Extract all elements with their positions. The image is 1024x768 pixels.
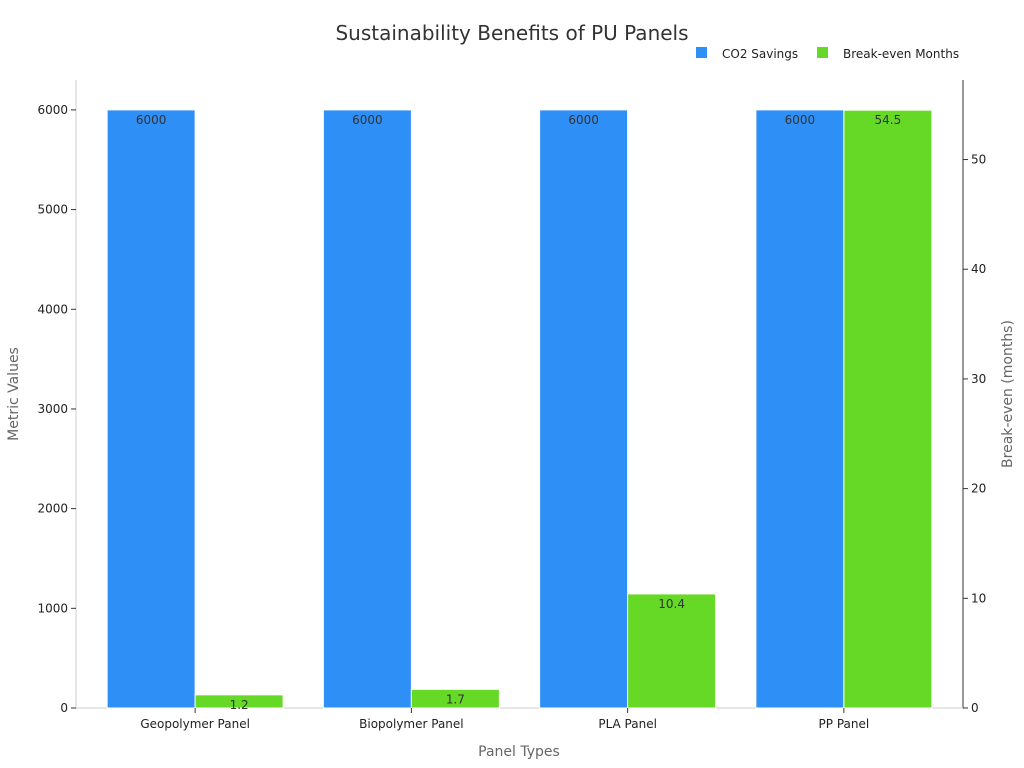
category-tick-label-pp-panel: PP Panel <box>819 717 870 731</box>
bar-break-even-months-biopolymer-panel <box>410 688 500 709</box>
plot-area: 0 1000 2000 3000 4000 5000 6000 0 10 20 30 40 50 60… <box>37 80 986 731</box>
bar-break-even-months-pp-panel <box>843 109 933 709</box>
right-tick-label-50: 50 <box>971 153 986 167</box>
legend-swatch-break-even-months <box>817 47 828 58</box>
bar-co2-savings-biopolymer-panel <box>322 109 412 709</box>
x-axis-label: Panel Types <box>478 744 560 760</box>
bar-co2-savings-geopolymer-panel <box>106 109 196 709</box>
right-tick-label-30: 30 <box>971 372 986 386</box>
bar-data-labels: 6000 1.2 6000 1.7 6000 10.4 6000 54.5 <box>136 113 901 712</box>
left-tick-label-3000: 3000 <box>37 402 68 416</box>
right-tick-label-0: 0 <box>971 701 979 715</box>
left-tick-label-5000: 5000 <box>37 203 68 217</box>
left-tick-label-0: 0 <box>60 701 68 715</box>
bar-break-even-months-pla-panel <box>627 593 717 709</box>
data-label-co2-savings-pp-panel: 6000 <box>785 113 816 127</box>
y-axis-label-right: Break-even (months) <box>1000 320 1016 468</box>
left-axis-ticks: 0 1000 2000 3000 4000 5000 6000 <box>37 103 76 715</box>
data-label-break-even-months-pla-panel: 10.4 <box>658 597 685 611</box>
data-label-break-even-months-geopolymer-panel: 1.2 <box>230 698 249 712</box>
y-axis-label-left: Metric Values <box>6 347 22 441</box>
left-tick-label-2000: 2000 <box>37 502 68 516</box>
right-tick-label-20: 20 <box>971 482 986 496</box>
legend-swatch-co2-savings <box>696 47 707 58</box>
left-tick-label-6000: 6000 <box>37 103 68 117</box>
data-label-co2-savings-biopolymer-panel: 6000 <box>352 113 383 127</box>
legend: CO2 Savings Break-even Months <box>696 47 959 61</box>
legend-label-break-even-months: Break-even Months <box>843 47 959 61</box>
left-tick-label-4000: 4000 <box>37 302 68 316</box>
chart-title: Sustainability Benefits of PU Panels <box>335 21 688 45</box>
bar-co2-savings-pla-panel <box>539 109 629 709</box>
bars <box>106 109 933 709</box>
right-tick-label-10: 10 <box>971 591 986 605</box>
category-tick-label-geopolymer-panel: Geopolymer Panel <box>140 717 250 731</box>
right-tick-label-40: 40 <box>971 262 986 276</box>
category-tick-label-biopolymer-panel: Biopolymer Panel <box>359 717 464 731</box>
data-label-break-even-months-pp-panel: 54.5 <box>875 113 902 127</box>
category-tick-labels: Geopolymer Panel Biopolymer Panel PLA Pane… <box>140 708 869 731</box>
right-axis-ticks: 0 10 20 30 40 50 <box>963 153 986 715</box>
bar-break-even-months-geopolymer-panel <box>194 694 284 709</box>
category-tick-label-pla-panel: PLA Panel <box>598 717 657 731</box>
data-label-co2-savings-pla-panel: 6000 <box>568 113 599 127</box>
left-tick-label-1000: 1000 <box>37 601 68 615</box>
data-label-break-even-months-biopolymer-panel: 1.7 <box>446 692 465 706</box>
bar-co2-savings-pp-panel <box>755 109 845 709</box>
legend-label-co2-savings: CO2 Savings <box>722 47 798 61</box>
data-label-co2-savings-geopolymer-panel: 6000 <box>136 113 167 127</box>
